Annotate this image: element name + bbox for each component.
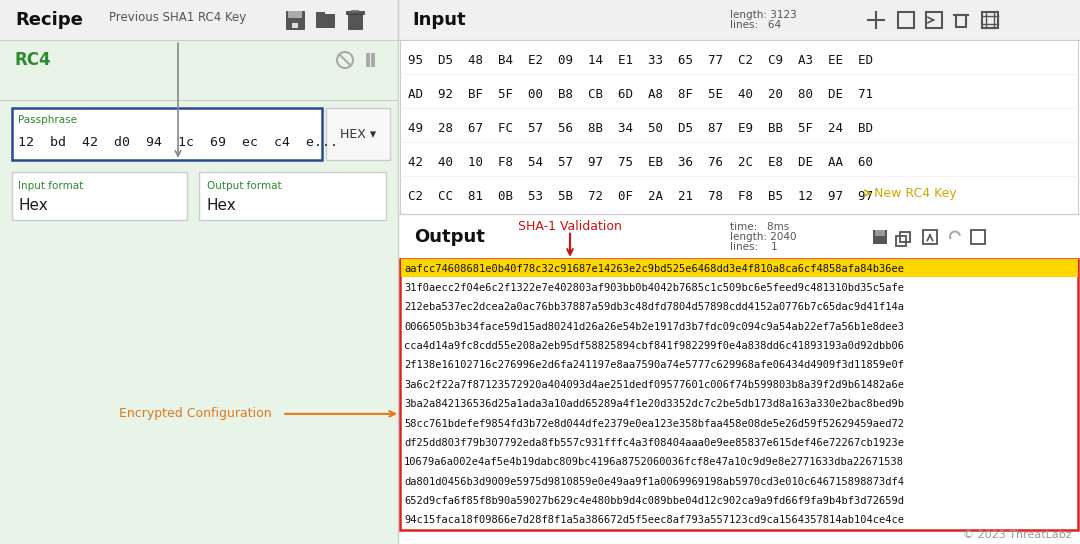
Text: Previous SHA1 RC4 Key: Previous SHA1 RC4 Key [109,10,246,23]
Text: C2  CC  81  0B  53  5B  72  0F  2A  21  78  F8  B5  12  97  97: C2 CC 81 0B 53 5B 72 0F 2A 21 78 F8 B5 1… [408,190,873,203]
Text: 652d9cfa6f85f8b90a59027b629c4e480bb9d4c089bbe04d12c902ca9a9fd66f9fa9b4bf3d72659d: 652d9cfa6f85f8b90a59027b629c4e480bb9d4c0… [404,496,904,506]
Bar [288,11,302,18]
Bar [875,230,885,236]
FancyBboxPatch shape [326,108,390,160]
Text: 58cc761bdefef9854fd3b72e8d044dfe2379e0ea123e358bfaa458e08de5e26d59f52629459aed72: 58cc761bdefef9854fd3b72e8d044dfe2379e0ea… [404,418,904,429]
Text: HEX ▾: HEX ▾ [340,127,376,140]
Text: RC4: RC4 [15,51,52,69]
Text: Encrypted Configuration: Encrypted Configuration [119,407,271,421]
Bar [923,230,937,244]
Text: Input: Input [411,11,465,29]
Text: 3ba2a842136536d25a1ada3a10add65289a4f1e20d3352dc7c2be5db173d8a163a330e2bac8bed9b: 3ba2a842136536d25a1ada3a10add65289a4f1e2… [404,399,904,409]
Text: Passphrase: Passphrase [18,115,77,125]
Text: New RC4 Key: New RC4 Key [874,187,957,200]
Text: 31f0aecc2f04e6c2f1322e7e402803af903bb0b4042b7685c1c509bc6e5feed9c481310bd35c5afe: 31f0aecc2f04e6c2f1322e7e402803af903bb0b4… [404,283,904,293]
Text: df25dd803f79b307792eda8fb557c931fffc4a3f08404aaa0e9ee85837e615def46e72267cb1923e: df25dd803f79b307792eda8fb557c931fffc4a3f… [404,438,904,448]
Bar [0,40,399,544]
FancyBboxPatch shape [12,172,187,220]
Bar [316,12,325,16]
Text: 2f138e16102716c276996e2d6fa241197e8aa7590a74e5777c629968afe06434d4909f3d11859e0f: 2f138e16102716c276996e2d6fa241197e8aa759… [404,361,904,370]
Bar [351,10,359,12]
Bar [346,11,364,14]
Text: Recipe: Recipe [15,11,83,29]
Bar [366,53,370,67]
Bar [900,232,910,242]
Bar [873,230,887,244]
Text: lines:   64: lines: 64 [730,20,781,30]
Text: AD  92  BF  5F  00  B8  CB  6D  A8  8F  5E  40  20  80  DE  71: AD 92 BF 5F 00 B8 CB 6D A8 8F 5E 40 20 8… [408,88,873,101]
Text: 94c15faca18f09866e7d28f8f1a5a386672d5f5eec8af793a557123cd9ca1564357814ab104ce4ce: 94c15faca18f09866e7d28f8f1a5a386672d5f5e… [404,515,904,526]
Text: Input format: Input format [18,181,83,191]
Text: cca4d14a9fc8cdd55e208a2eb95df58825894cbf841f982299f0e4a838dd6c41893193a0d92dbb06: cca4d14a9fc8cdd55e208a2eb95df58825894cbf… [404,341,904,351]
FancyBboxPatch shape [400,259,1078,530]
Text: 0066505b3b34face59d15ad80241d26a26e54b2e1917d3b7fdc09c094c9a54ab22ef7a56b1e8dee3: 0066505b3b34face59d15ad80241d26a26e54b2e… [404,322,904,332]
Text: 49  28  67  FC  57  56  8B  34  50  D5  87  E9  BB  5F  24  BD: 49 28 67 FC 57 56 8B 34 50 D5 87 E9 BB 5… [408,122,873,135]
Bar [401,259,1078,277]
Bar [0,0,1080,40]
Bar [372,53,375,67]
Bar [292,23,298,28]
Bar [926,12,942,28]
FancyBboxPatch shape [199,172,386,220]
Text: Output format: Output format [207,181,282,191]
Bar [956,15,966,27]
FancyBboxPatch shape [12,108,322,160]
Text: lines:    1: lines: 1 [730,242,778,251]
Text: 10679a6a002e4af5e4b19dabc809bc4196a8752060036fcf8e47a10c9d9e8e2771633dba22671538: 10679a6a002e4af5e4b19dabc809bc4196a87520… [404,458,904,467]
Bar [982,12,998,28]
Text: © 2023 ThreatLabz: © 2023 ThreatLabz [963,530,1072,540]
FancyBboxPatch shape [400,40,1078,214]
Bar [348,14,362,29]
Bar [399,40,1080,544]
Text: time:   8ms: time: 8ms [730,221,789,232]
Bar [286,11,303,29]
Text: length: 2040: length: 2040 [730,232,797,242]
Text: aafcc74608681e0b40f78c32c91687e14263e2c9bd525e6468dd3e4f810a8ca6cf4858afa84b36ee: aafcc74608681e0b40f78c32c91687e14263e2c9… [404,264,904,274]
Text: SHA-1 Validation: SHA-1 Validation [518,220,622,233]
Bar [897,12,914,28]
Text: da801d0456b3d9009e5975d9810859e0e49aa9f1a0069969198ab5970cd3e010c646715898873df4: da801d0456b3d9009e5975d9810859e0e49aa9f1… [404,477,904,486]
Text: Hex: Hex [207,199,237,213]
Text: length: 3123: length: 3123 [730,10,797,20]
Text: Hex: Hex [18,199,48,213]
Bar [896,236,906,245]
Text: 12  bd  42  d0  94  1c  69  ec  c4  e...: 12 bd 42 d0 94 1c 69 ec c4 e... [18,135,338,149]
Text: 42  40  10  F8  54  57  97  75  EB  36  76  2C  E8  DE  AA  60: 42 40 10 F8 54 57 97 75 EB 36 76 2C E8 D… [408,156,873,169]
Text: 212eba537ec2dcea2a0ac76bb37887a59db3c48dfd7804d57898cdd4152a0776b7c65dac9d41f14a: 212eba537ec2dcea2a0ac76bb37887a59db3c48d… [404,302,904,312]
Bar [971,230,985,244]
Text: 3a6c2f22a7f87123572920a404093d4ae251dedf09577601c006f74b599803b8a39f2d9b61482a6e: 3a6c2f22a7f87123572920a404093d4ae251dedf… [404,380,904,390]
Text: Output: Output [414,227,485,245]
Bar [316,14,334,27]
Text: 95  D5  48  B4  E2  09  14  E1  33  65  77  C2  C9  A3  EE  ED: 95 D5 48 B4 E2 09 14 E1 33 65 77 C2 C9 A… [408,54,873,67]
